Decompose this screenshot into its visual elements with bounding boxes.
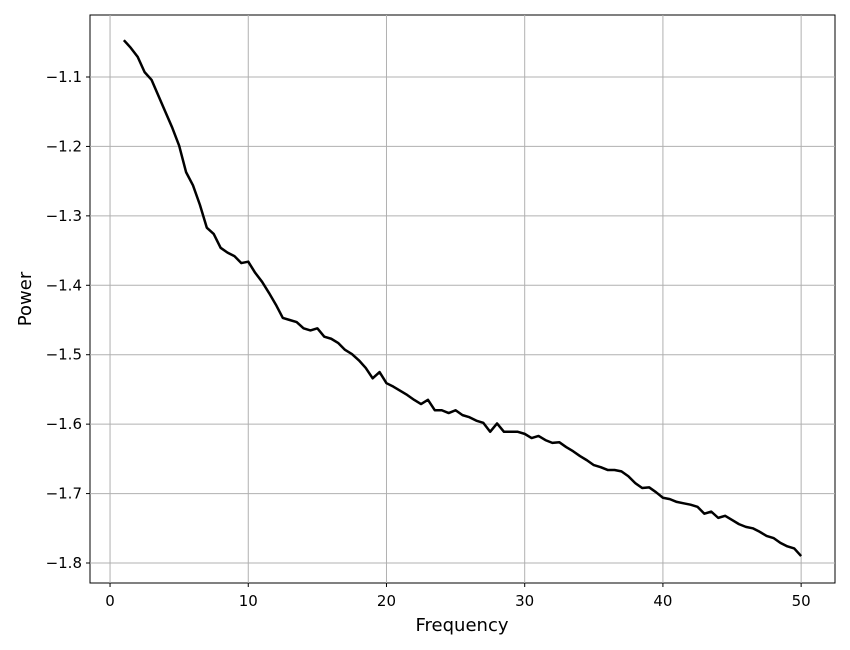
plot-frame xyxy=(89,14,836,584)
x-tick-label: 30 xyxy=(515,592,534,610)
data-line xyxy=(122,39,803,557)
x-tick-label: 0 xyxy=(105,592,115,610)
y-tick-label: −1.7 xyxy=(46,485,82,503)
x-tick-label: 40 xyxy=(653,592,672,610)
x-tick-label: 50 xyxy=(792,592,811,610)
y-tick-label: −1.5 xyxy=(46,346,82,364)
y-tick-label: −1.3 xyxy=(46,207,82,225)
y-tick-label: −1.6 xyxy=(46,415,82,433)
x-tick-label: 20 xyxy=(377,592,396,610)
x-axis-label: Frequency xyxy=(416,615,509,636)
y-axis-label: Power xyxy=(15,271,36,326)
x-tick-label: 10 xyxy=(239,592,258,610)
y-tick-label: −1.4 xyxy=(46,276,82,294)
y-tick-label: −1.8 xyxy=(46,554,82,572)
y-tick-label: −1.2 xyxy=(46,137,82,155)
y-tick-label: −1.1 xyxy=(46,68,82,86)
